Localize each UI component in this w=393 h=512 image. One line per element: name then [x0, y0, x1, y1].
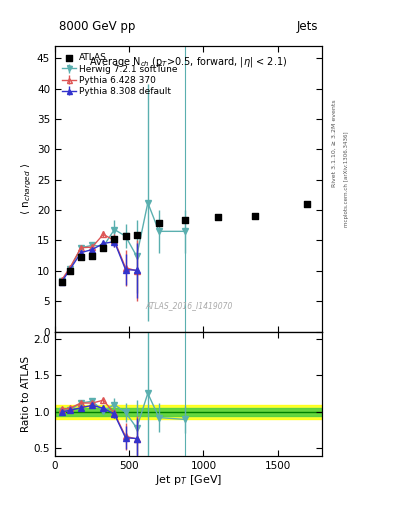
Text: Jets: Jets — [297, 20, 318, 33]
ATLAS — [252, 212, 259, 220]
Text: Average N$_{ch}$ (p$_T$>0.5, forward, |$\eta$| < 2.1): Average N$_{ch}$ (p$_T$>0.5, forward, |$… — [90, 55, 288, 69]
ATLAS — [78, 253, 84, 261]
ATLAS — [89, 252, 95, 260]
ATLAS — [215, 212, 222, 221]
Legend: ATLAS, Herwig 7.2.1 softTune, Pythia 6.428 370, Pythia 8.308 default: ATLAS, Herwig 7.2.1 softTune, Pythia 6.4… — [59, 51, 181, 99]
Text: 8000 GeV pp: 8000 GeV pp — [59, 20, 135, 33]
ATLAS — [122, 231, 129, 240]
Y-axis label: ⟨ n$_{charged}$ ⟩: ⟨ n$_{charged}$ ⟩ — [20, 163, 34, 215]
ATLAS — [156, 219, 162, 227]
Text: ATLAS_2016_I1419070: ATLAS_2016_I1419070 — [145, 302, 232, 310]
ATLAS — [67, 267, 73, 275]
ATLAS — [134, 231, 140, 239]
Y-axis label: Ratio to ATLAS: Ratio to ATLAS — [21, 355, 31, 432]
Text: mcplots.cern.ch [arXiv:1306.3436]: mcplots.cern.ch [arXiv:1306.3436] — [344, 132, 349, 227]
ATLAS — [100, 244, 107, 252]
ATLAS — [111, 234, 118, 243]
ATLAS — [304, 200, 310, 208]
ATLAS — [59, 278, 65, 286]
Text: Rivet 3.1.10, ≥ 3.2M events: Rivet 3.1.10, ≥ 3.2M events — [332, 99, 337, 187]
X-axis label: Jet p$_T$ [GeV]: Jet p$_T$ [GeV] — [155, 473, 222, 487]
ATLAS — [182, 216, 188, 224]
